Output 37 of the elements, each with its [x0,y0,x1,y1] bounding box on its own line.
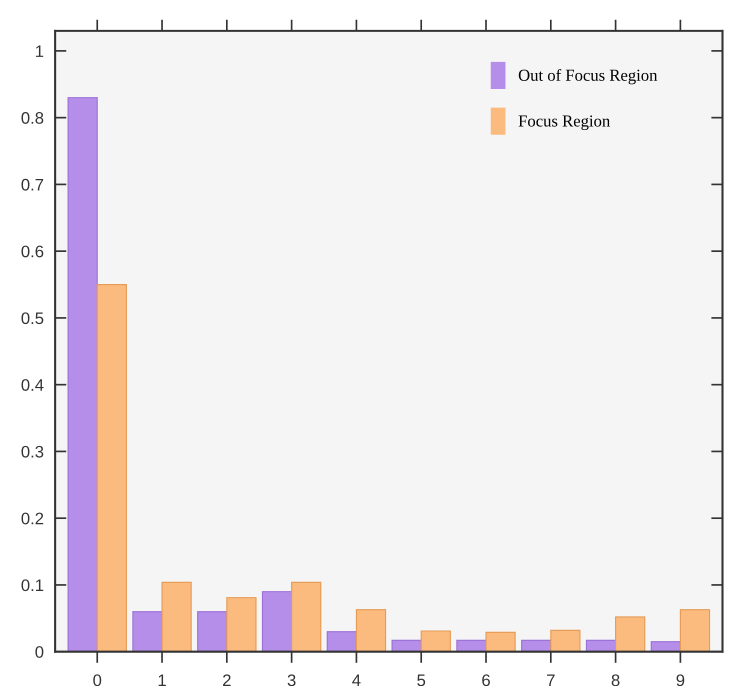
bar [132,611,163,652]
y-tick-label: 0.1 [22,579,44,592]
y-tick-label: 0 [35,646,44,658]
bar [68,97,98,652]
bar [356,609,386,652]
x-tick-label: 3 [288,674,296,686]
bar [96,284,127,652]
bar [550,630,581,652]
y-tick-label: 0.3 [22,446,44,458]
y-tick-label: 1 [36,45,44,57]
x-tick-label: 1 [158,674,166,686]
y-tick-label: 0.2 [22,512,44,524]
y-tick-label: 0.4 [22,379,44,391]
x-tick-label: 7 [547,674,555,686]
x-tick-label: 2 [223,674,231,686]
legend-label: Focus Region [518,115,610,130]
x-tick-label: 6 [482,674,490,686]
bar [197,611,228,652]
x-tick-label: 5 [417,674,426,686]
bar [326,631,357,652]
y-tick-label: 0.7 [22,178,44,191]
bar [420,630,451,652]
x-tick-label: 0 [93,674,102,686]
x-tick-label: 4 [352,674,361,686]
x-tick-label: 9 [676,674,684,686]
y-tick-label: 0.5 [22,312,44,324]
y-tick-label: 0.8 [22,112,44,124]
bar [485,632,516,652]
bar [615,616,646,652]
bar [680,609,710,652]
bar [226,597,257,652]
bar [262,591,292,652]
x-tick-label: 8 [612,674,620,686]
bar [291,582,322,652]
bar [161,582,192,652]
legend-label: Out of Focus Region [518,68,658,84]
y-tick-label: 0.6 [22,246,44,258]
